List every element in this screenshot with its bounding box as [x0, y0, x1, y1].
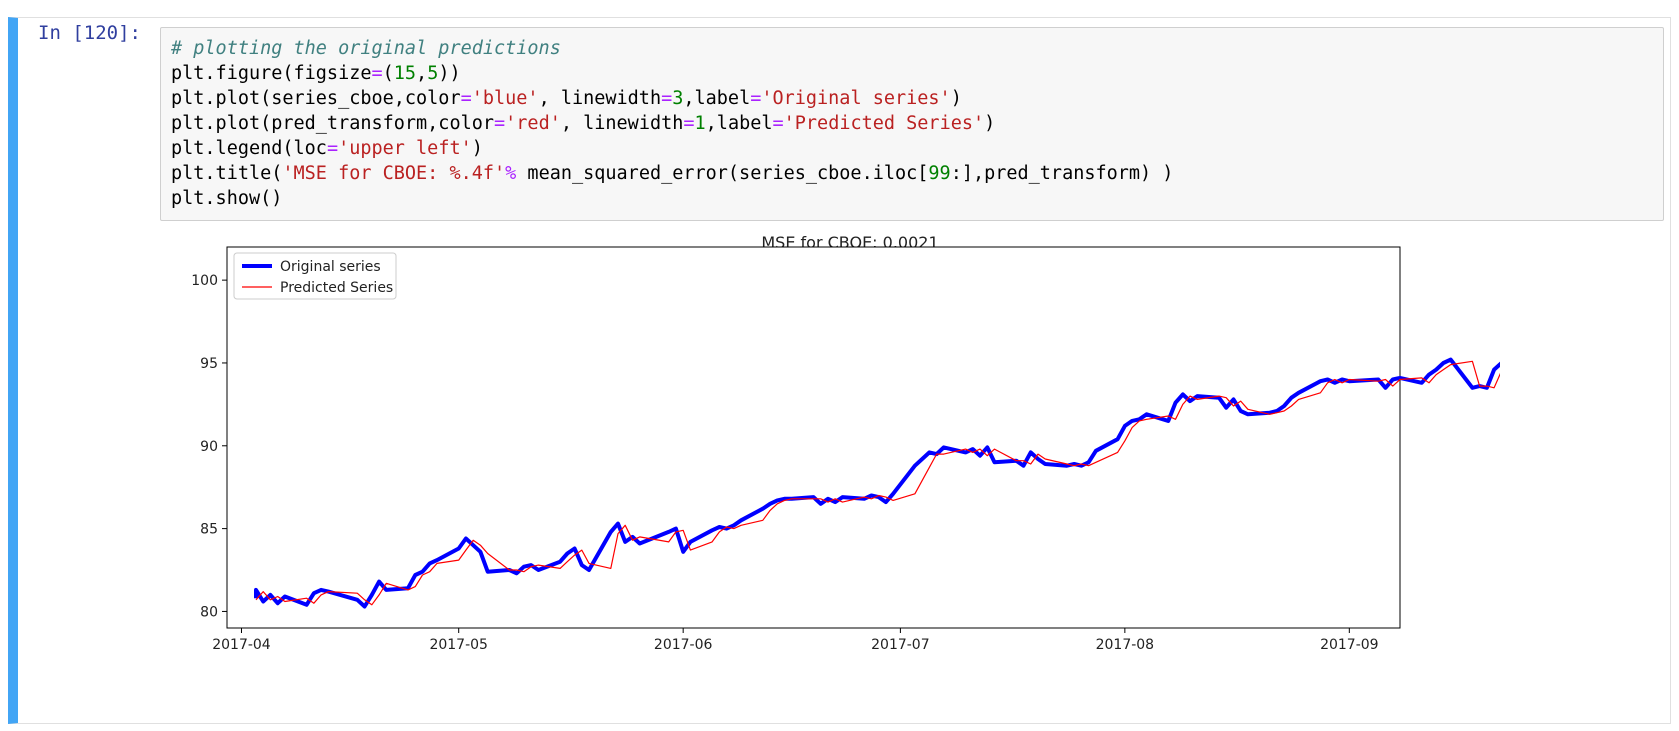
code-token: 99 — [928, 163, 951, 184]
y-axis: 80 85 90 95 100 — [191, 273, 227, 620]
code-token: ( — [382, 63, 394, 84]
code-token: # plotting the original predictions — [171, 38, 561, 59]
legend: Original series Predicted Series — [233, 252, 397, 300]
code-line: plt.plot(series_cboe,color='blue', linew… — [171, 86, 1653, 111]
code-line: plt.legend(loc='upper left') — [171, 136, 1653, 161]
code-token: 'Original series' — [761, 88, 951, 109]
plot-area — [226, 246, 1679, 629]
code-token: , linewidth — [538, 88, 662, 109]
code-token: 'MSE for CBOE: %.4f' — [282, 163, 506, 184]
code-token: 5 — [427, 63, 439, 84]
code-token: 1 — [694, 113, 706, 134]
code-line: plt.figure(figsize=(15,5)) — [171, 61, 1653, 86]
y-tick-label: 95 — [200, 356, 218, 372]
code-token: = — [661, 88, 673, 109]
code-token: % — [505, 163, 517, 184]
code-token: 3 — [672, 88, 684, 109]
code-token: 'Predicted Series' — [783, 113, 985, 134]
code-token: = — [683, 113, 695, 134]
code-token: mean_squared_error(series_cboe.iloc[ — [516, 163, 929, 184]
code-token: = — [494, 113, 506, 134]
code-token: 'red' — [505, 113, 561, 134]
cell-prompt: In [120]: — [38, 22, 141, 44]
x-tick-label: 2017-07 — [871, 637, 930, 653]
code-token: ,label — [683, 88, 751, 109]
x-tick-label: 2017-09 — [1320, 637, 1379, 653]
code-token: 'blue' — [471, 88, 539, 109]
code-token: plt.legend(loc — [171, 138, 327, 159]
x-axis: 2017-04 2017-05 2017-06 2017-07 2017-08 2017-… — [212, 628, 1379, 653]
x-tick-label: 2017-05 — [429, 637, 488, 653]
legend-box — [233, 252, 397, 300]
legend-label: Original series — [280, 259, 381, 275]
code-token: ,label — [705, 113, 773, 134]
code-line: plt.title('MSE for CBOE: %.4f'% mean_squ… — [171, 161, 1653, 186]
plot-frame — [226, 246, 1401, 629]
code-token: = — [460, 88, 472, 109]
code-token: plt.title( — [171, 163, 283, 184]
code-token: = — [326, 138, 339, 159]
code-token: = — [772, 113, 784, 134]
code-token: :],pred_transform) ) — [950, 163, 1174, 184]
code-token: 15 — [393, 63, 417, 84]
x-tick-label: 2017-06 — [654, 637, 713, 653]
code-token: plt.show() — [171, 188, 283, 209]
y-tick-label: 80 — [200, 604, 218, 620]
code-token: = — [750, 88, 762, 109]
code-line: plt.plot(pred_transform,color='red', lin… — [171, 111, 1653, 136]
cell-output: MSE for CBOE: 0.0021 80 85 90 95 100 2017-04… — [160, 230, 1679, 710]
x-tick-label: 2017-04 — [212, 637, 271, 653]
code-editor[interactable]: # plotting the original predictions plt.f… — [160, 27, 1664, 221]
code-line: # plotting the original predictions — [171, 36, 1653, 61]
y-tick-label: 90 — [200, 439, 218, 455]
code-token: , linewidth — [560, 113, 684, 134]
code-token: plt.plot(pred_transform,color — [171, 113, 495, 134]
legend-label: Predicted Series — [280, 280, 393, 296]
code-token: ) — [471, 138, 483, 159]
y-tick-label: 100 — [191, 273, 218, 289]
code-token: )) — [438, 63, 461, 84]
code-token: 'upper left' — [338, 138, 472, 159]
code-token: , — [416, 63, 428, 84]
code-token: ) — [984, 113, 996, 134]
code-line: plt.show() — [171, 186, 1653, 211]
y-tick-label: 85 — [200, 522, 218, 538]
code-token: plt.plot(series_cboe,color — [171, 88, 461, 109]
x-tick-label: 2017-08 — [1096, 637, 1155, 653]
code-token: plt.figure(figsize — [171, 63, 372, 84]
code-token: ) — [950, 88, 962, 109]
code-token: = — [371, 63, 383, 84]
